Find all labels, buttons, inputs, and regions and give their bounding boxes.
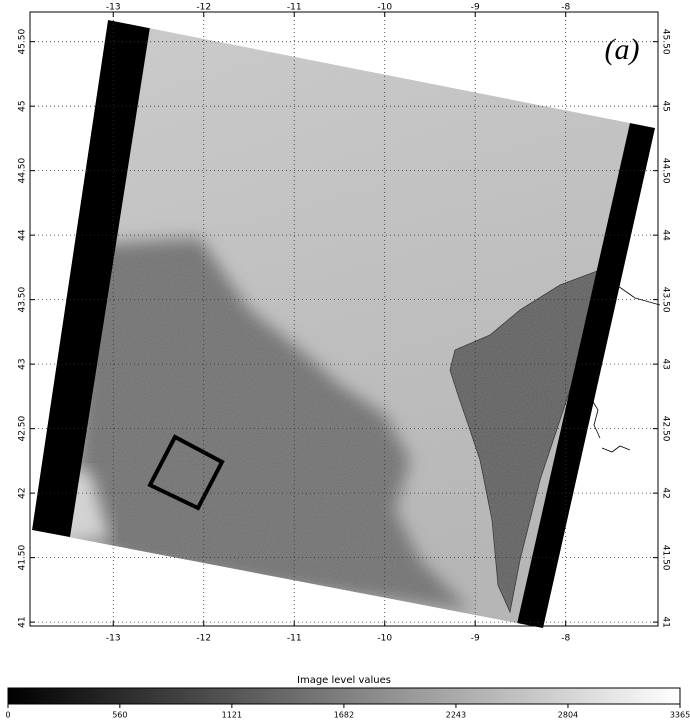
x-tick-label: -11 — [287, 3, 302, 13]
x-tick-label: -13 — [106, 3, 121, 13]
colorbar-tick-label: 1682 — [334, 711, 354, 720]
y-tick-label: 42 — [661, 487, 671, 498]
x-tick-label: -8 — [561, 634, 570, 644]
y-tick-label: 42.50 — [18, 415, 28, 441]
x-tick-label: -8 — [561, 3, 570, 13]
x-tick-label: -9 — [471, 3, 480, 13]
colorbar-tick-label: 2804 — [558, 711, 578, 720]
colorbar — [8, 688, 680, 704]
y-tick-label: 45.50 — [661, 29, 671, 55]
x-tick-label: -11 — [287, 634, 302, 644]
y-tick-label: 43 — [661, 358, 671, 369]
y-tick-label: 44.50 — [661, 158, 671, 184]
colorbar-tick-label: 3365 — [670, 711, 690, 720]
y-tick-label: 44.50 — [18, 158, 28, 184]
y-tick-label: 42.50 — [661, 416, 671, 442]
y-tick-label: 43.50 — [661, 287, 671, 313]
y-tick-label: 43 — [18, 358, 28, 369]
y-tick-label: 44 — [661, 229, 671, 241]
colorbar-tick-label: 2243 — [446, 711, 466, 720]
x-tick-label: -12 — [196, 634, 211, 644]
y-tick-label: 41.50 — [18, 544, 28, 570]
y-tick-label: 45 — [661, 100, 671, 111]
colorbar-label: Image level values — [297, 675, 391, 686]
colorbar-tick-label: 1121 — [222, 711, 242, 720]
colorbar-tick-label: 0 — [5, 711, 10, 720]
colorbar-axis: 0 560 1121 1682 2243 2804 3365 — [5, 704, 690, 720]
coastline — [602, 446, 630, 452]
x-tick-label: -10 — [377, 634, 392, 644]
colorbar-tick-label: 560 — [112, 711, 127, 720]
x-tick-label: -10 — [377, 3, 392, 13]
y-tick-label: 45.50 — [18, 29, 28, 55]
y-tick-label: 42 — [18, 487, 28, 498]
x-tick-label: -9 — [471, 634, 480, 644]
x-tick-label: -13 — [106, 634, 121, 644]
y-tick-label: 43.50 — [18, 286, 28, 312]
sar-image — [20, 10, 670, 640]
x-tick-label: -12 — [196, 3, 211, 13]
figure: -13 -13 -12 -12 -11 -11 -10 -10 -9 -9 -8 -8 45.50 45.… — [0, 0, 690, 722]
y-tick-label: 41.50 — [661, 545, 671, 571]
coastline — [592, 400, 600, 438]
y-tick-label: 44 — [18, 229, 28, 241]
panel-label: (a) — [605, 33, 640, 66]
y-tick-label: 41 — [661, 616, 671, 627]
y-tick-label: 41 — [18, 616, 28, 627]
y-tick-label: 45 — [18, 100, 28, 111]
